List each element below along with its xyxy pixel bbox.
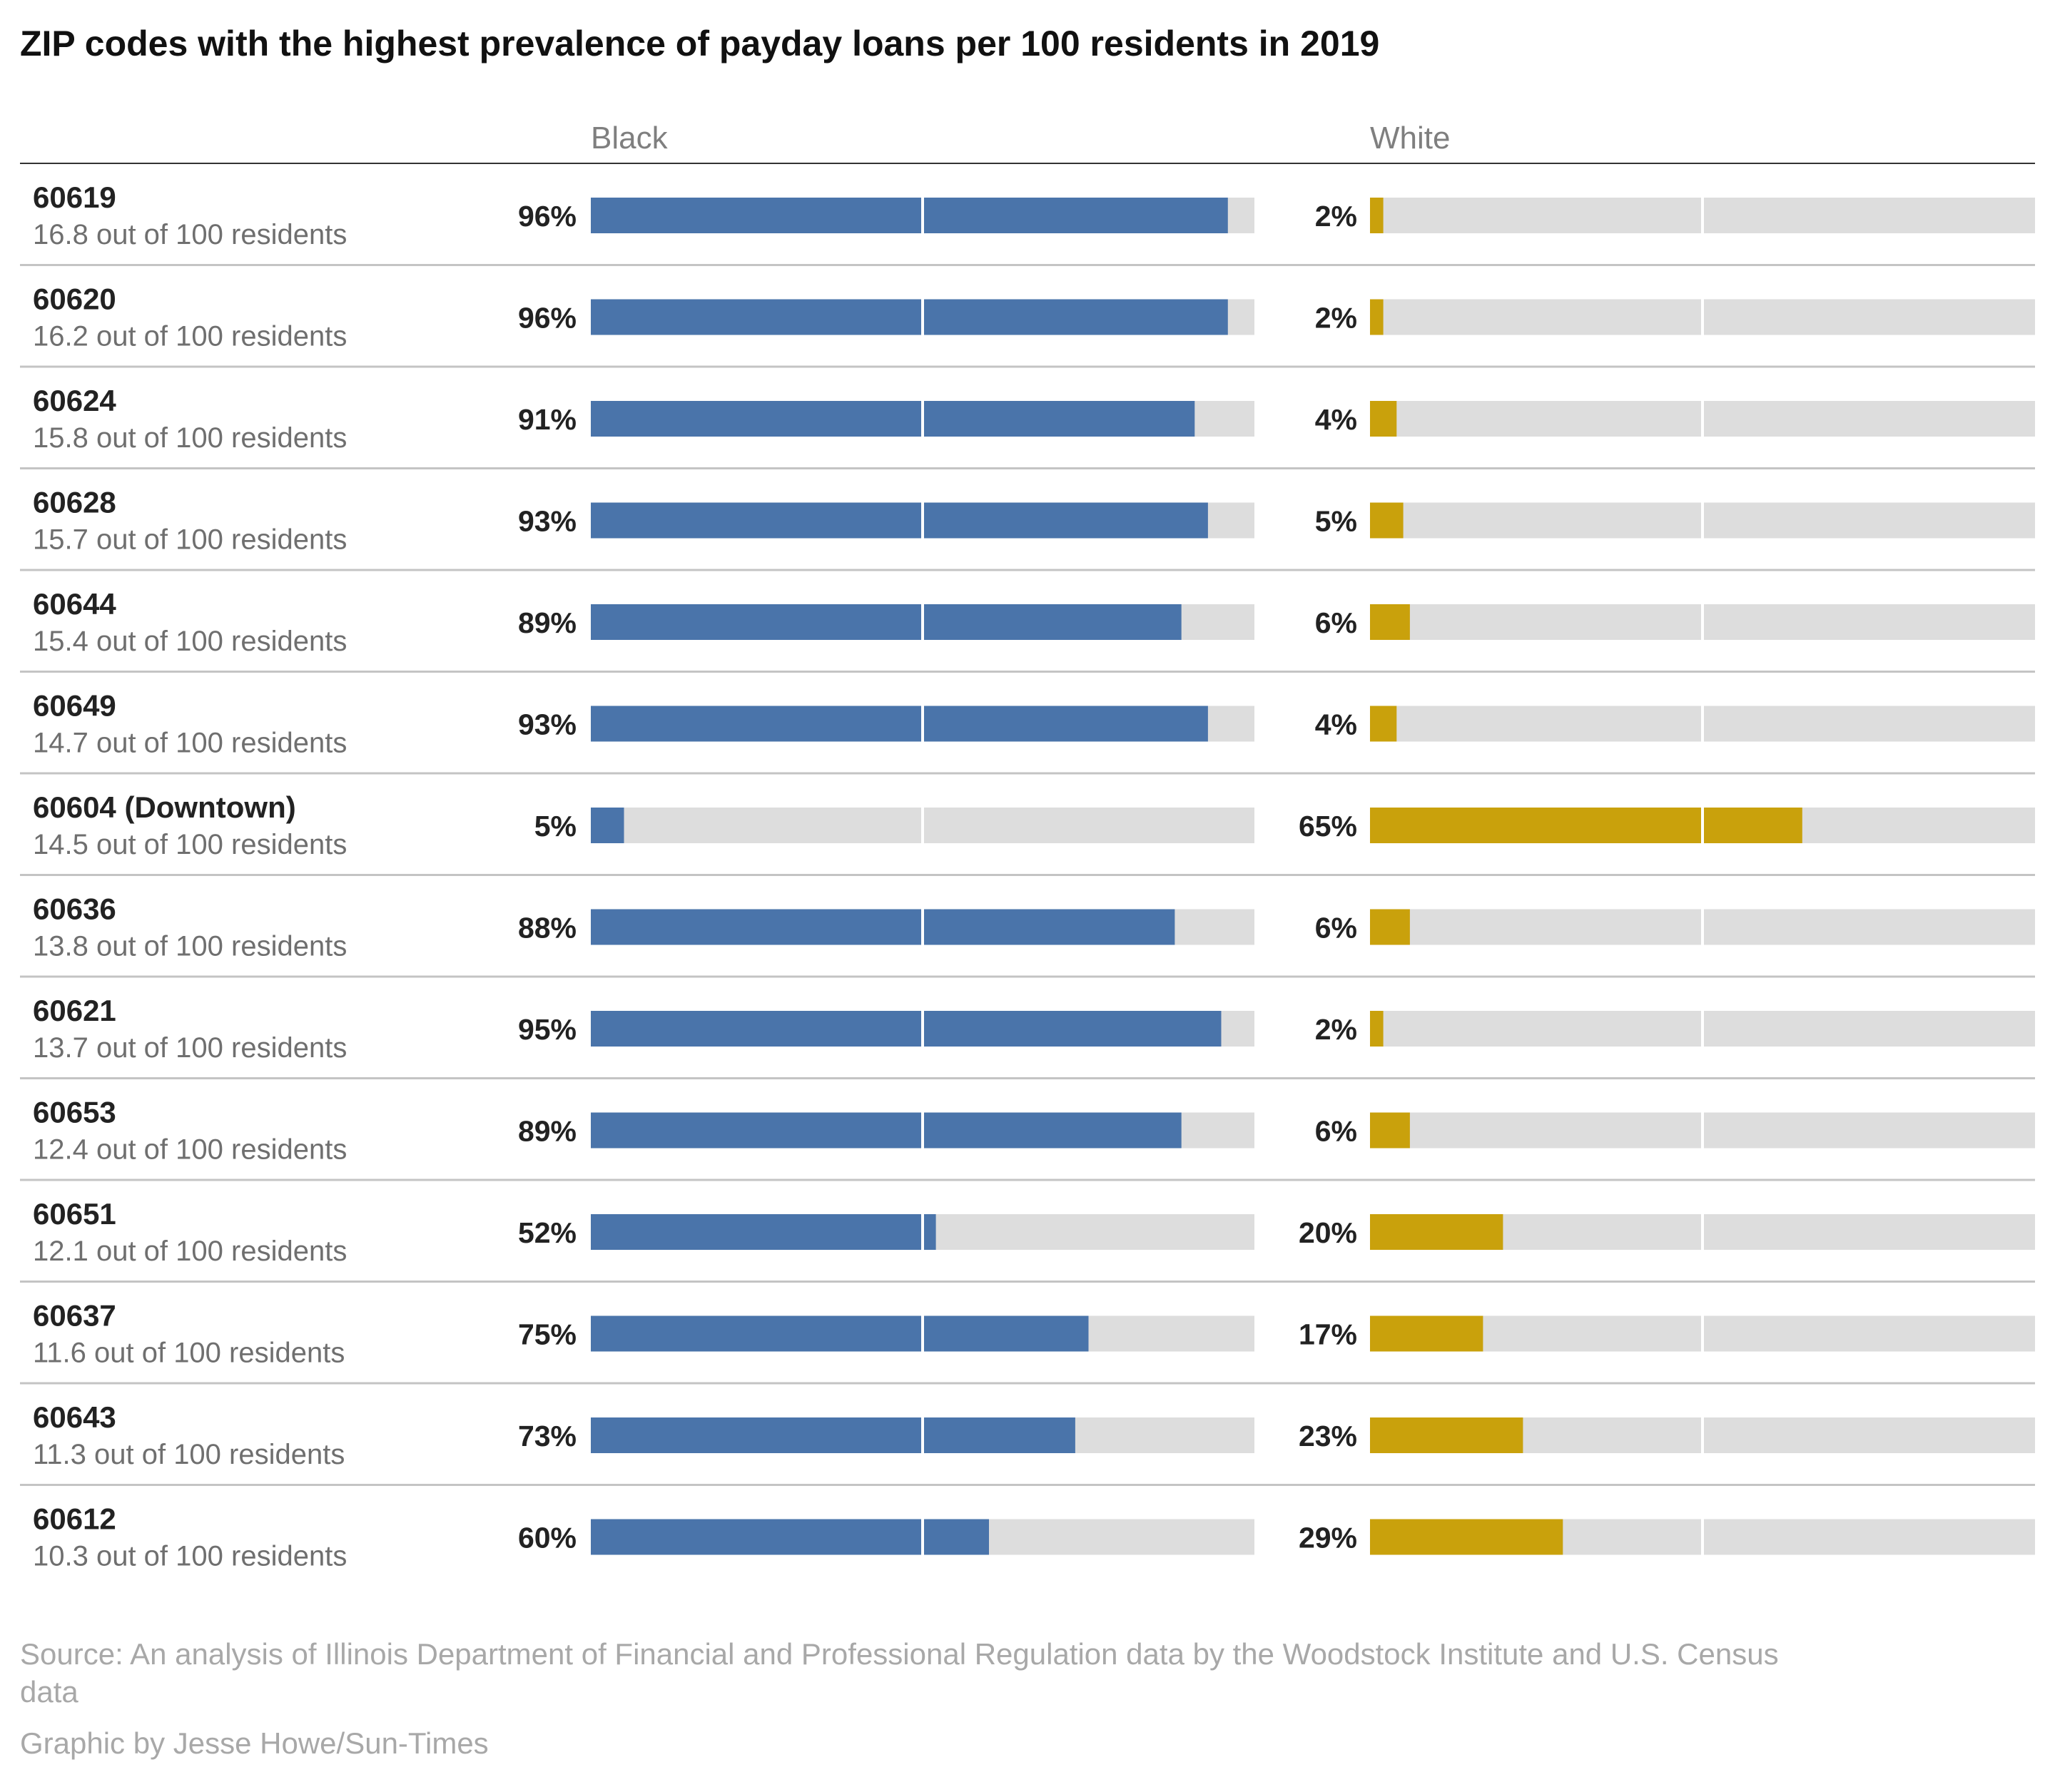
value-label-white: 23%	[1299, 1420, 1357, 1452]
zip-label: 60619	[33, 180, 116, 214]
value-label-white: 4%	[1315, 708, 1357, 741]
zip-label: 60621	[33, 994, 116, 1027]
bar-white	[1370, 604, 1410, 640]
residents-label: 16.2 out of 100 residents	[33, 321, 347, 352]
value-label-white: 17%	[1299, 1318, 1357, 1351]
bar-black	[591, 401, 1195, 437]
value-label-black: 96%	[518, 302, 577, 335]
residents-label: 14.7 out of 100 residents	[33, 728, 347, 759]
source-note-line-1: Source: An analysis of Illinois Departme…	[20, 1637, 1779, 1671]
zip-label: 60651	[33, 1197, 116, 1231]
bar-white	[1370, 1417, 1523, 1453]
zip-label: 60604 (Downtown)	[33, 790, 296, 824]
residents-label: 12.4 out of 100 residents	[33, 1134, 347, 1166]
value-label-black: 73%	[518, 1420, 577, 1452]
residents-label: 15.4 out of 100 residents	[33, 626, 347, 657]
residents-label: 13.7 out of 100 residents	[33, 1032, 347, 1064]
value-label-black: 5%	[534, 810, 577, 842]
source-note-line-2: data	[20, 1675, 78, 1709]
value-label-white: 65%	[1299, 810, 1357, 842]
value-label-black: 52%	[518, 1216, 577, 1249]
value-label-black: 88%	[518, 912, 577, 945]
bar-white	[1370, 1519, 1563, 1555]
value-label-white: 4%	[1315, 403, 1357, 436]
zip-label: 60637	[33, 1299, 116, 1333]
bar-white	[1370, 198, 1384, 233]
residents-label: 15.7 out of 100 residents	[33, 524, 347, 556]
residents-label: 15.8 out of 100 residents	[33, 422, 347, 454]
value-label-black: 95%	[518, 1013, 577, 1046]
bar-white	[1370, 1112, 1410, 1149]
bar-black	[591, 502, 1208, 539]
bar-black	[591, 198, 1228, 233]
value-label-black: 75%	[518, 1318, 577, 1351]
bar-black	[591, 1112, 1182, 1149]
residents-label: 16.8 out of 100 residents	[33, 219, 347, 250]
bar-black	[591, 808, 624, 843]
bar-white	[1370, 299, 1384, 335]
column-header-white: White	[1370, 121, 1450, 156]
bar-black	[591, 1519, 989, 1555]
bar-white	[1370, 401, 1397, 437]
value-label-white: 6%	[1315, 1115, 1357, 1148]
zip-label: 60649	[33, 689, 116, 723]
zip-label: 60620	[33, 282, 116, 316]
value-label-white: 5%	[1315, 505, 1357, 538]
value-label-black: 89%	[518, 606, 577, 639]
value-label-white: 6%	[1315, 606, 1357, 639]
value-label-white: 6%	[1315, 912, 1357, 945]
residents-label: 12.1 out of 100 residents	[33, 1236, 347, 1267]
value-label-white: 2%	[1315, 302, 1357, 335]
bar-white	[1370, 1011, 1384, 1047]
zip-label: 60653	[33, 1096, 116, 1129]
value-label-black: 89%	[518, 1115, 577, 1148]
value-label-black: 93%	[518, 505, 577, 538]
residents-label: 11.6 out of 100 residents	[33, 1338, 345, 1369]
value-label-white: 2%	[1315, 1013, 1357, 1046]
residents-label: 13.8 out of 100 residents	[33, 931, 347, 962]
zip-label: 60628	[33, 486, 116, 519]
bar-white	[1370, 808, 1802, 843]
bar-black	[591, 604, 1182, 640]
bar-black	[591, 1417, 1075, 1453]
zip-label: 60643	[33, 1400, 116, 1434]
zip-label: 60636	[33, 892, 116, 926]
value-label-white: 29%	[1299, 1522, 1357, 1554]
value-label-black: 60%	[518, 1522, 577, 1554]
residents-label: 14.5 out of 100 residents	[33, 829, 347, 860]
bar-black	[591, 1315, 1089, 1352]
bar-white	[1370, 706, 1397, 742]
value-label-black: 91%	[518, 403, 577, 436]
zip-label: 60644	[33, 587, 116, 621]
chart-title: ZIP codes with the highest prevalence of…	[20, 24, 1379, 63]
value-label-black: 96%	[518, 200, 577, 233]
value-label-white: 20%	[1299, 1216, 1357, 1249]
value-label-white: 2%	[1315, 200, 1357, 233]
zip-label: 60612	[33, 1502, 116, 1536]
column-header-black: Black	[591, 121, 669, 156]
value-label-black: 93%	[518, 708, 577, 741]
residents-label: 10.3 out of 100 residents	[33, 1541, 347, 1572]
bar-white	[1370, 1315, 1483, 1352]
bar-white	[1370, 909, 1410, 945]
zip-label: 60624	[33, 384, 116, 417]
bar-black	[591, 909, 1175, 945]
graphic-credit: Graphic by Jesse Howe/Sun-Times	[20, 1726, 489, 1760]
bar-white	[1370, 1214, 1503, 1250]
bar-black	[591, 1011, 1222, 1047]
bar-white	[1370, 502, 1404, 539]
bar-black	[591, 299, 1228, 335]
bar-black	[591, 1214, 936, 1250]
bar-black	[591, 706, 1208, 742]
chart-rows: 60619 16.8 out of 100 residents 96% 2% 60620…	[20, 180, 2035, 1572]
residents-label: 11.3 out of 100 residents	[33, 1439, 345, 1470]
